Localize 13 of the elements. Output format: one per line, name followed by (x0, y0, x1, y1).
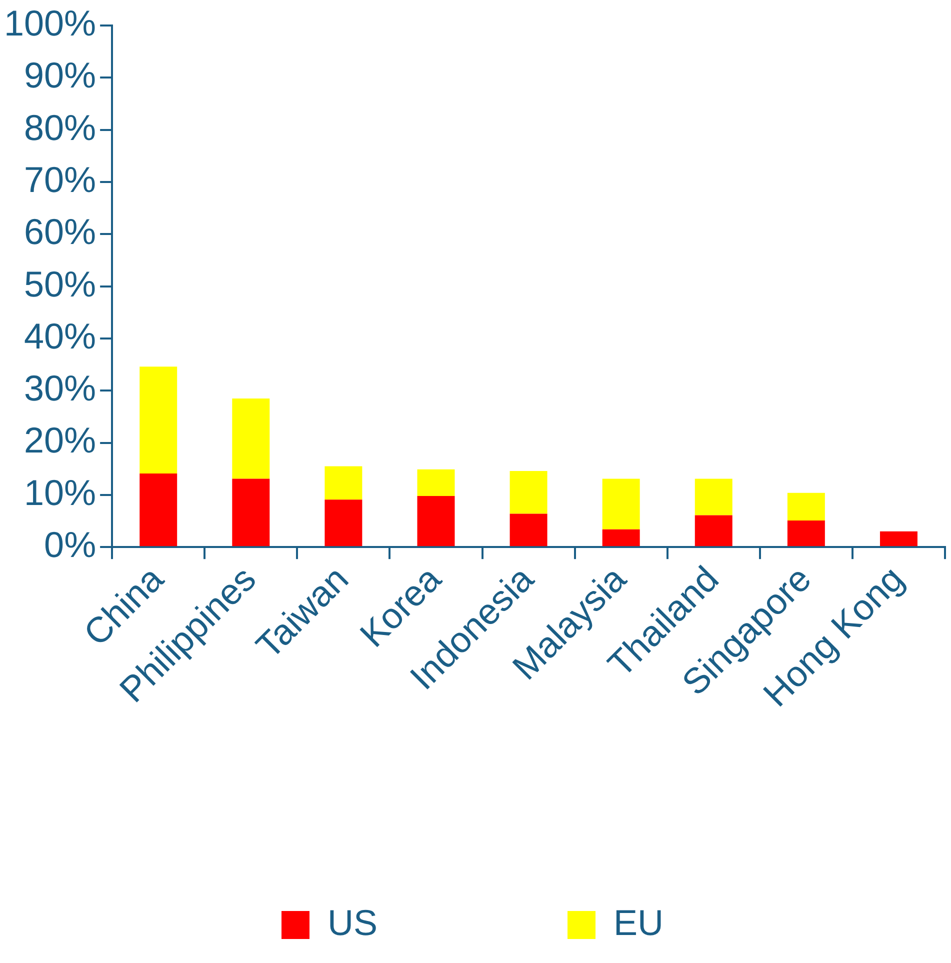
y-tick-label: 20% (24, 420, 96, 461)
y-tick-label: 50% (24, 263, 96, 304)
legend-label: US (327, 902, 378, 943)
y-tick-label: 40% (24, 315, 96, 356)
y-tick-label: 30% (24, 368, 96, 409)
y-tick-label: 100% (4, 2, 96, 44)
y-tick-label: 0% (44, 524, 96, 565)
y-tick-label: 70% (24, 158, 96, 200)
y-tick-label: 80% (24, 106, 96, 148)
y-tick-label: 90% (24, 54, 96, 96)
y-tick-label: 60% (24, 211, 96, 252)
y-tick-label: 10% (24, 472, 96, 513)
legend-label: EU (614, 902, 664, 943)
